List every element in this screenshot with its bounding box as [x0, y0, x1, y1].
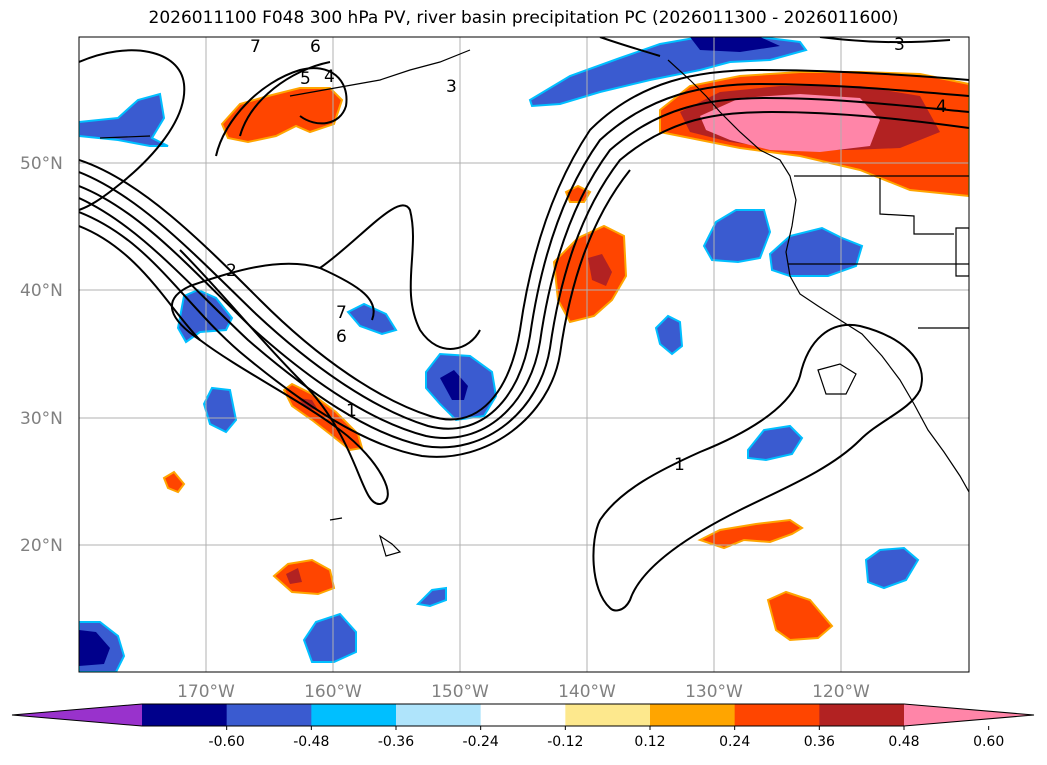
colorbar-bin — [480, 704, 566, 726]
longitude-labels: 170°W 160°W 150°W 140°W 130°W 120°W — [177, 682, 870, 702]
lat-label: 20°N — [20, 536, 63, 556]
colorbar-bin — [819, 704, 905, 726]
colorbar: -0.60 -0.48 -0.36 -0.24 -0.12 0.12 0.24 0.36 0.4… — [11, 703, 1035, 750]
contour-label: 1 — [346, 401, 357, 421]
colorbar-bin — [734, 704, 820, 726]
contour-label: 5 — [300, 69, 311, 89]
colorbar-extend-low — [12, 704, 142, 726]
colorbar-tick-label: 0.60 — [973, 734, 1004, 750]
colorbar-tick-label: 0.12 — [634, 734, 665, 750]
lon-label: 130°W — [685, 682, 743, 702]
contour-label: 4 — [324, 67, 335, 87]
colorbar-outline — [11, 703, 1035, 727]
map-title: 2026011100 F048 300 hPa PV, river basin … — [148, 8, 899, 28]
colorbar-bin — [142, 704, 228, 726]
lon-label: 150°W — [431, 682, 489, 702]
contour-label: 6 — [310, 37, 321, 57]
contour-label: 7 — [250, 37, 261, 57]
gridlines — [79, 37, 969, 672]
colorbar-tick-label: 0.48 — [888, 734, 919, 750]
contour-label: 3 — [894, 35, 905, 55]
lon-label: 120°W — [812, 682, 870, 702]
contour-label: 1 — [674, 455, 685, 475]
contour-label: 4 — [936, 97, 947, 117]
colorbar-tick-label: -0.36 — [378, 734, 414, 750]
lon-label: 170°W — [177, 682, 235, 702]
colorbar-bin — [565, 704, 651, 726]
lon-label: 160°W — [304, 682, 362, 702]
colorbar-extend-high — [904, 704, 1034, 726]
coastlines — [99, 49, 969, 557]
contour-label: 3 — [446, 77, 457, 97]
lat-label: 40°N — [20, 281, 63, 301]
colorbar-tick-label: -0.24 — [463, 734, 499, 750]
map-frame — [78, 36, 970, 673]
contour-label: 6 — [336, 327, 347, 347]
lat-label: 30°N — [20, 409, 63, 429]
colorbar-bin — [396, 704, 482, 726]
colorbar-bin — [226, 704, 312, 726]
colorbar-bin — [650, 704, 736, 726]
colorbar-tick-label: 0.36 — [804, 734, 835, 750]
latitude-labels: 50°N 40°N 30°N 20°N — [20, 154, 63, 556]
lon-label: 140°W — [558, 682, 616, 702]
lat-label: 50°N — [20, 154, 63, 174]
pv-contour-labels: 7 6 5 4 3 3 2 7 6 1 1 4 — [226, 35, 947, 475]
contour-label: 2 — [226, 261, 237, 281]
contour-label: 7 — [336, 303, 347, 323]
colorbar-tick-label: 0.24 — [719, 734, 750, 750]
colorbar-tick-label: -0.48 — [293, 734, 329, 750]
colorbar-tick-label: -0.60 — [209, 734, 245, 750]
pv-contours — [79, 37, 969, 612]
colorbar-bin — [311, 704, 397, 726]
colorbar-tick-label: -0.12 — [547, 734, 583, 750]
